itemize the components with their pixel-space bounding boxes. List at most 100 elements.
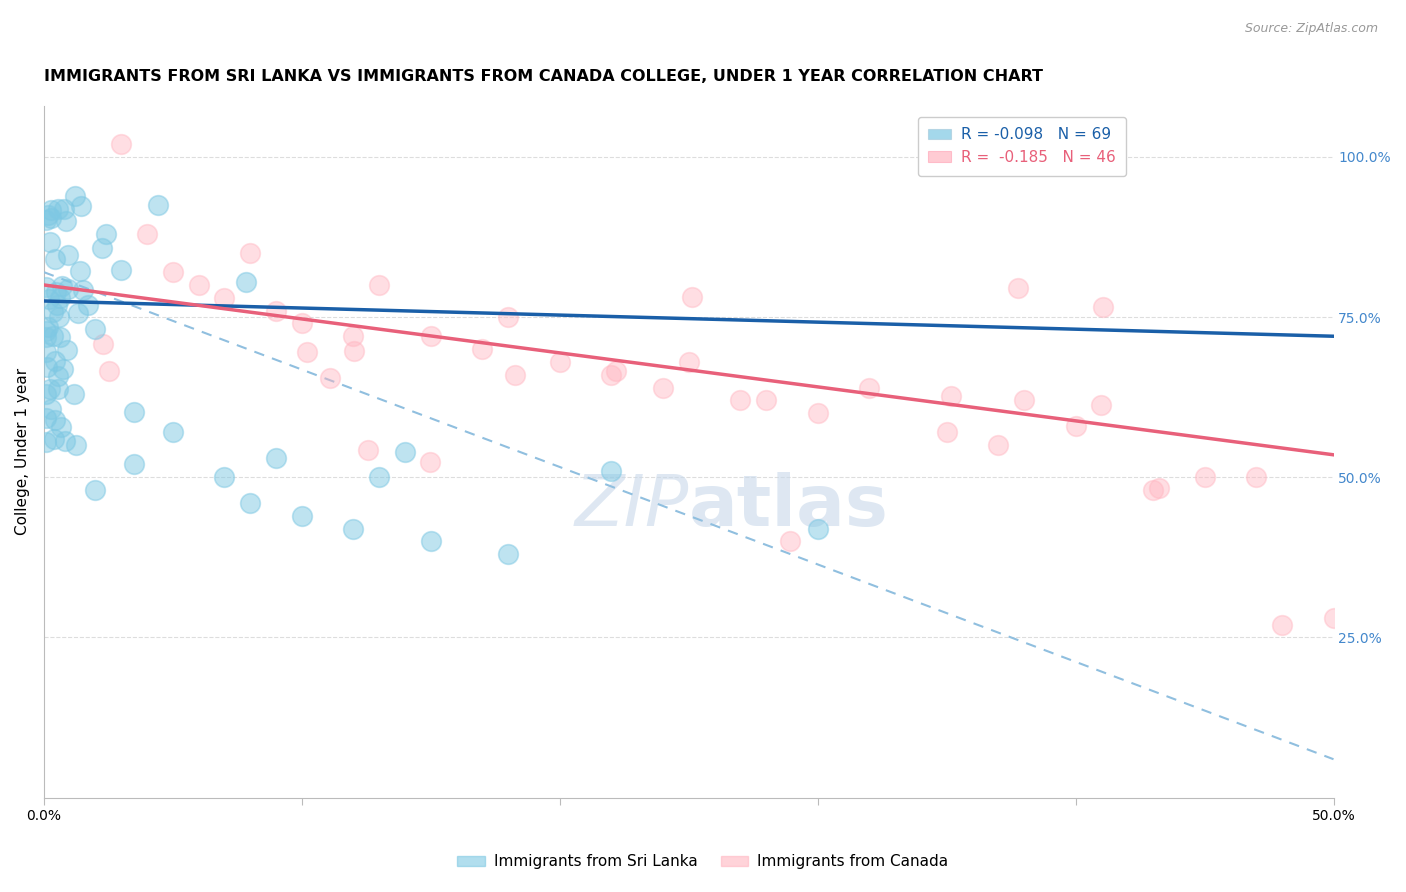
Point: [110, 136, 132, 151]
Point: [35, 325, 58, 339]
Point: [46, 202, 69, 217]
Point: [858, 380, 880, 394]
Point: [52, 362, 75, 376]
Point: [46, 369, 69, 384]
Text: ZIP: ZIP: [574, 473, 689, 541]
Point: [35, 212, 58, 227]
Point: [65, 438, 87, 452]
Point: [42, 329, 65, 343]
Point: [548, 355, 571, 369]
Point: [496, 547, 519, 561]
Point: [72, 284, 94, 298]
Point: [66, 306, 89, 320]
Point: [91, 241, 114, 255]
Point: [56, 343, 79, 357]
Point: [35, 330, 58, 344]
Text: Source: ZipAtlas.com: Source: ZipAtlas.com: [1244, 22, 1378, 36]
Point: [1090, 398, 1112, 412]
Point: [935, 425, 957, 440]
Point: [264, 450, 287, 465]
Point: [37, 208, 59, 222]
Point: [46, 382, 69, 396]
Point: [368, 277, 391, 292]
Point: [239, 246, 262, 260]
Point: [56, 247, 79, 261]
Point: [987, 438, 1010, 452]
Point: [49, 291, 72, 305]
Point: [394, 444, 416, 458]
Point: [318, 371, 340, 385]
Legend: R = -0.098   N = 69, R =  -0.185   N = 46: R = -0.098 N = 69, R = -0.185 N = 46: [918, 117, 1126, 176]
Point: [55, 213, 77, 227]
Point: [46, 298, 69, 312]
Point: [291, 317, 314, 331]
Point: [779, 534, 801, 549]
Point: [35, 435, 58, 450]
Point: [65, 189, 87, 203]
Point: [83, 322, 105, 336]
Point: [807, 406, 830, 420]
Point: [291, 508, 314, 523]
Point: [35, 410, 58, 425]
Point: [38, 293, 60, 307]
Point: [56, 282, 79, 296]
Point: [48, 310, 70, 325]
Point: [239, 496, 262, 510]
Point: [187, 277, 209, 292]
Point: [1142, 483, 1164, 497]
Point: [264, 303, 287, 318]
Point: [419, 534, 441, 549]
Point: [214, 291, 236, 305]
Point: [63, 386, 86, 401]
Point: [51, 278, 73, 293]
Y-axis label: College, Under 1 year: College, Under 1 year: [15, 368, 30, 535]
Point: [730, 393, 752, 408]
Point: [44, 353, 66, 368]
Point: [53, 434, 76, 449]
Point: [297, 344, 319, 359]
Point: [1322, 611, 1344, 625]
Point: [35, 280, 58, 294]
Point: [1007, 281, 1029, 295]
Point: [807, 521, 830, 535]
Point: [939, 389, 962, 403]
Point: [235, 275, 257, 289]
Point: [1244, 470, 1267, 484]
Point: [678, 355, 700, 369]
Point: [122, 458, 145, 472]
Point: [35, 345, 58, 359]
Point: [84, 483, 107, 497]
Point: [37, 320, 59, 334]
Point: [342, 343, 364, 358]
Point: [1194, 470, 1216, 484]
Point: [471, 342, 494, 356]
Legend: Immigrants from Sri Lanka, Immigrants from Canada: Immigrants from Sri Lanka, Immigrants fr…: [451, 848, 955, 875]
Point: [651, 380, 673, 394]
Point: [44, 252, 66, 266]
Point: [91, 337, 114, 351]
Point: [42, 432, 65, 446]
Point: [39, 202, 62, 217]
Point: [419, 329, 441, 343]
Point: [1012, 393, 1035, 408]
Point: [600, 464, 623, 478]
Point: [1147, 481, 1170, 495]
Point: [39, 235, 62, 250]
Point: [1091, 300, 1114, 314]
Point: [162, 425, 184, 440]
Point: [357, 443, 380, 458]
Point: [1271, 617, 1294, 632]
Point: [110, 262, 132, 277]
Point: [146, 198, 169, 212]
Point: [136, 227, 159, 241]
Point: [49, 330, 72, 344]
Point: [49, 419, 72, 434]
Point: [342, 521, 364, 535]
Text: atlas: atlas: [689, 473, 889, 541]
Point: [1064, 419, 1087, 434]
Point: [503, 368, 526, 382]
Point: [45, 285, 67, 299]
Point: [755, 393, 778, 408]
Point: [97, 364, 120, 378]
Point: [368, 470, 391, 484]
